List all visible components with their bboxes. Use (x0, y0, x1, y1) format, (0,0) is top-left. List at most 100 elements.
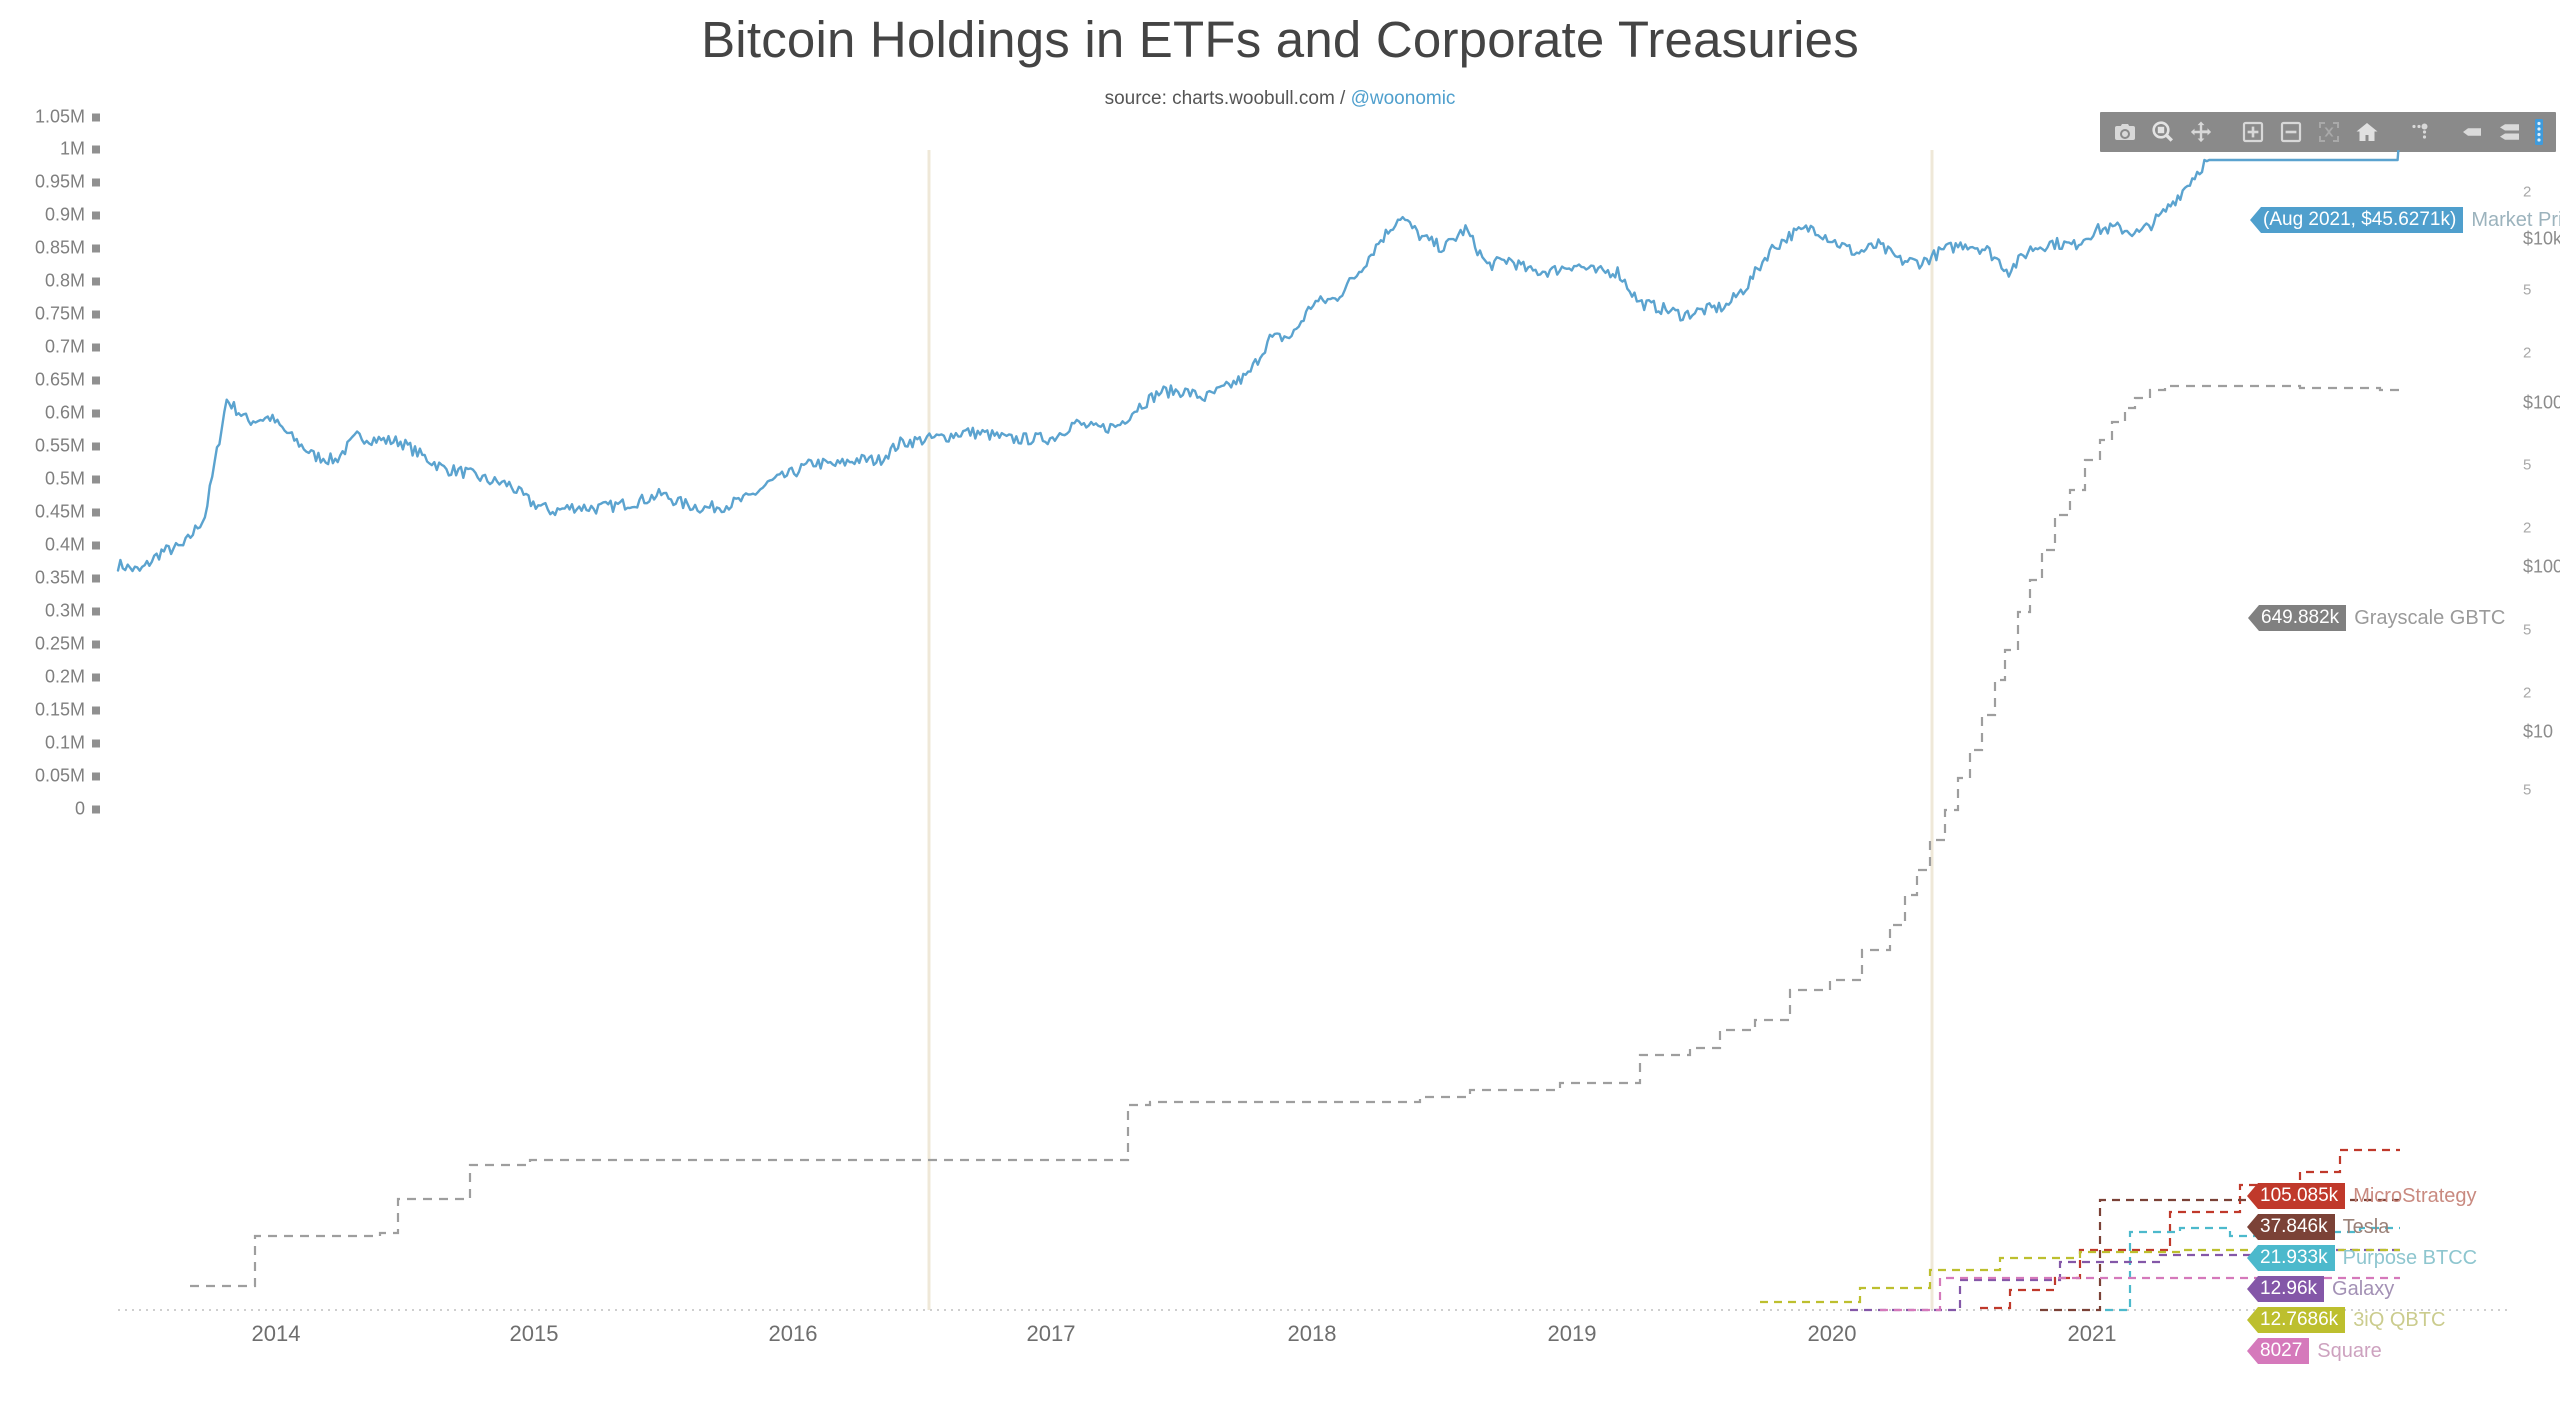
ytick-left: 0.5M (0, 469, 100, 490)
series-purpose-btcc (2105, 1226, 2400, 1312)
modebar-divider-2 (2386, 115, 2400, 149)
modebar-divider-3 (2438, 115, 2452, 149)
series-square (1880, 1276, 2400, 1312)
ytick-left: 0.85M (0, 238, 100, 259)
series-name: Galaxy (2332, 1277, 2395, 1300)
series-name: Square (2317, 1339, 2382, 1362)
ytick-right: 2 (2523, 344, 2532, 362)
series-name: Market Price (2471, 208, 2560, 231)
home-icon[interactable] (2348, 115, 2386, 149)
series-value: 21.933k (2258, 1245, 2335, 1271)
series-value: 12.7686k (2258, 1307, 2346, 1333)
ytick-left: 0.7M (0, 337, 100, 358)
flag-pin (2250, 207, 2261, 233)
series-line-market-price (116, 150, 2400, 573)
flag-pin (2247, 1183, 2258, 1209)
ytick-left: 0.8M (0, 271, 100, 292)
page-title: Bitcoin Holdings in ETFs and Corporate T… (701, 11, 1859, 68)
series-value: 8027 (2258, 1338, 2310, 1364)
series-label-grayscale-gbtc[interactable]: 649.882k Grayscale GBTC (2248, 605, 2505, 631)
autoscale-icon[interactable] (2310, 115, 2348, 149)
ytick-left: 0.35M (0, 568, 100, 589)
series-name: Grayscale GBTC (2354, 606, 2506, 629)
series-label-purpose-btcc[interactable]: 21.933k Purpose BTCC (2247, 1245, 2477, 1271)
xtick: 2021 (2067, 1321, 2117, 1346)
ytick-left: 1.05M (0, 107, 100, 128)
ytick-right: 5 (2523, 456, 2532, 474)
ytick-left: 0.65M (0, 370, 100, 391)
series-label-market-price[interactable]: (Aug 2021, $45.6271k) Market Price (2250, 207, 2560, 233)
ytick-left: 0.6M (0, 403, 100, 424)
ytick-left: 0.45M (0, 502, 100, 523)
hover-compare-single-icon[interactable] (2452, 115, 2490, 149)
ytick-left: 0.75M (0, 304, 100, 325)
ytick-right: 2 (2523, 519, 2532, 537)
ytick-left: 1M (0, 139, 100, 160)
chart-canvas (116, 150, 2510, 1312)
xtick: 2015 (509, 1321, 559, 1346)
source-text: source: charts.woobull.com / (1104, 88, 1351, 109)
flag-pin (2247, 1276, 2258, 1302)
ytick-left: 0 (0, 799, 100, 820)
ytick-right: $10 (2523, 721, 2554, 742)
xtick: 2019 (1547, 1321, 1597, 1346)
ytick-right: 5 (2523, 281, 2532, 299)
ytick-left: 0.9M (0, 205, 100, 226)
pan-arrows-icon[interactable] (2182, 115, 2220, 149)
series-3iq-qbtc (1760, 1248, 2400, 1304)
plotly-logo-icon[interactable] (2528, 115, 2550, 149)
zoom-box-icon[interactable] (2144, 115, 2182, 149)
ytick-left: 0.25M (0, 634, 100, 655)
ytick-left: 0.05M (0, 766, 100, 787)
series-label-galaxy[interactable]: 12.96k Galaxy (2247, 1276, 2394, 1302)
source-handle-link[interactable]: @woonomic (1350, 88, 1456, 109)
spike-lines-icon[interactable] (2400, 115, 2438, 149)
plotly-modebar[interactable] (2100, 112, 2556, 152)
ytick-left: 0.95M (0, 172, 100, 193)
series-label-3iq-qbtc[interactable]: 12.7686k 3iQ QBTC (2247, 1307, 2445, 1333)
series-value: 37.846k (2258, 1214, 2335, 1240)
series-name: 3iQ QBTC (2353, 1308, 2446, 1331)
flag-pin (2247, 1214, 2258, 1240)
ytick-right: $100 (2523, 556, 2560, 577)
ytick-right: 5 (2523, 621, 2532, 639)
series-name: MicroStrategy (2353, 1184, 2477, 1207)
ytick-right: 2 (2523, 684, 2532, 702)
modebar-divider (2220, 115, 2234, 149)
ytick-right: $10k (2523, 228, 2560, 249)
ytick-left: 0.3M (0, 601, 100, 622)
plot-area[interactable]: 1.05M 1M 0.95M 0.9M 0.85M 0.8M 0.75M 0.7… (0, 107, 2560, 1404)
series-galaxy (1850, 1248, 2400, 1312)
xtick: 2016 (768, 1321, 818, 1346)
series-label-tesla[interactable]: 37.846k Tesla (2247, 1214, 2389, 1240)
camera-icon[interactable] (2106, 115, 2144, 149)
flag-pin (2247, 1245, 2258, 1271)
series-value: 105.085k (2258, 1183, 2346, 1209)
zoom-in-icon[interactable] (2234, 115, 2272, 149)
hover-compare-all-icon[interactable] (2490, 115, 2528, 149)
source-subtitle: source: charts.woobull.com / @woonomic (0, 88, 2560, 110)
series-value: 12.96k (2258, 1276, 2325, 1302)
xtick: 2018 (1287, 1321, 1337, 1346)
series-name: Tesla (2342, 1215, 2390, 1238)
flag-pin (2247, 1338, 2258, 1364)
series-name: Purpose BTCC (2342, 1246, 2478, 1269)
flag-pin (2248, 605, 2259, 631)
xtick: 2020 (1807, 1321, 1857, 1346)
xtick: 2017 (1026, 1321, 1076, 1346)
ytick-right: $1000 (2523, 392, 2560, 413)
ytick-right: 2 (2523, 183, 2532, 201)
series-label-microstrategy[interactable]: 105.085k MicroStrategy (2247, 1183, 2477, 1209)
series-grayscale-gbtc (190, 384, 2405, 1288)
ytick-left: 0.55M (0, 436, 100, 457)
ytick-left: 0.15M (0, 700, 100, 721)
ytick-left: 0.1M (0, 733, 100, 754)
series-label-square[interactable]: 8027 Square (2247, 1338, 2382, 1364)
ytick-left: 0.4M (0, 535, 100, 556)
zoom-out-icon[interactable] (2272, 115, 2310, 149)
xtick: 2014 (251, 1321, 301, 1346)
series-value: 649.882k (2259, 605, 2347, 631)
flag-pin (2247, 1307, 2258, 1333)
series-value: (Aug 2021, $45.6271k) (2261, 207, 2464, 233)
